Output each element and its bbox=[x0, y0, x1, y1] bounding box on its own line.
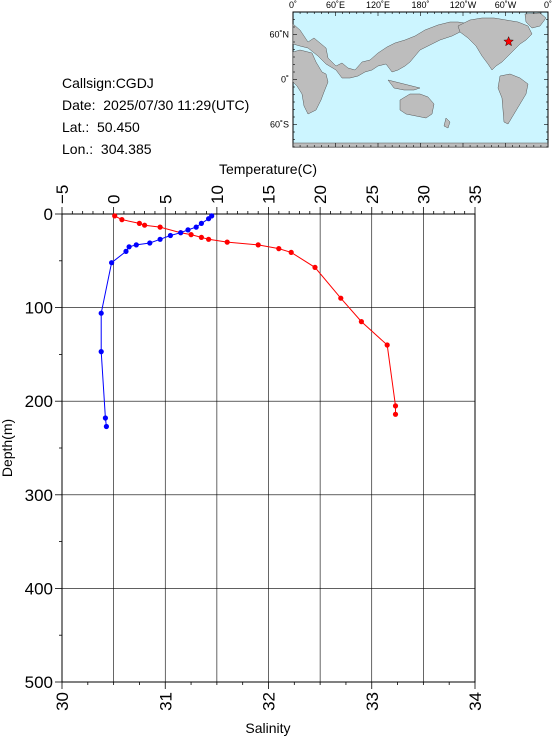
salinity-tick-label: 32 bbox=[260, 692, 279, 711]
lat-text: Lat.: 50.450 bbox=[62, 119, 140, 135]
axis-ticks bbox=[55, 207, 476, 689]
temperature-point bbox=[206, 236, 212, 242]
salinity-series bbox=[98, 213, 215, 430]
map-lon-label: 120˚E bbox=[366, 0, 390, 10]
temperature-point bbox=[288, 249, 294, 255]
map-lon-label: 60˚W bbox=[495, 0, 517, 10]
temperature-series bbox=[112, 213, 399, 417]
temperature-point bbox=[384, 342, 390, 348]
salinity-point bbox=[123, 248, 129, 254]
salinity-tick-label: 33 bbox=[363, 692, 382, 711]
salinity-point bbox=[206, 216, 212, 222]
land-indonesia bbox=[387, 79, 421, 91]
map-lat-label: 60˚N bbox=[269, 30, 289, 40]
land-newzealand bbox=[443, 117, 451, 129]
temperature-point bbox=[112, 213, 118, 219]
depth-tick-label: 100 bbox=[25, 299, 53, 318]
land-south-america bbox=[497, 73, 529, 125]
temperature-point bbox=[392, 403, 399, 409]
chart-grid bbox=[61, 213, 476, 683]
depth-tick-label: 500 bbox=[25, 673, 53, 692]
salinity-point bbox=[193, 224, 199, 230]
map-lon-label: 180˚ bbox=[411, 0, 429, 10]
callsign-text: Callsign:CGDJ bbox=[62, 75, 154, 91]
temperature-point bbox=[276, 246, 282, 252]
salinity-point bbox=[102, 415, 108, 421]
depth-tick-label: 300 bbox=[25, 486, 53, 505]
temperature-line bbox=[114, 215, 396, 415]
salinity-point bbox=[126, 244, 132, 250]
temperature-point bbox=[224, 239, 230, 245]
temperature-point bbox=[358, 319, 364, 325]
plot-frame bbox=[61, 213, 476, 683]
land-north-america bbox=[457, 17, 533, 71]
land-australia bbox=[399, 93, 435, 119]
salinity-point bbox=[198, 220, 204, 226]
salinity-tick-label: 34 bbox=[466, 692, 485, 711]
salinity-point bbox=[157, 236, 163, 242]
depth-tick-label: 400 bbox=[25, 579, 53, 598]
map-top-labels: 0˚ 60˚E 120˚E 180˚ 120˚W 60˚W 0˚ bbox=[289, 0, 552, 10]
map-lon-label: 0˚ bbox=[544, 0, 552, 10]
temperature-point bbox=[392, 411, 399, 417]
temperature-point bbox=[188, 232, 194, 238]
temperature-point bbox=[136, 220, 142, 226]
map-frame-ticks bbox=[292, 11, 549, 148]
land-greenland bbox=[524, 12, 547, 29]
temperature-point bbox=[142, 222, 148, 228]
station-info: Callsign:CGDJ Date: 2025/07/30 11:29(UTC… bbox=[62, 72, 249, 160]
salinity-point bbox=[103, 423, 109, 430]
salinity-point bbox=[147, 240, 153, 246]
data-series bbox=[98, 213, 399, 430]
star-icon bbox=[503, 36, 514, 47]
temperature-point bbox=[255, 242, 261, 248]
temperature-point bbox=[312, 264, 318, 270]
salinity-tick-label: 31 bbox=[156, 692, 175, 711]
map-lat-label: 60˚S bbox=[270, 120, 289, 130]
depth-axis-title: Depth(m) bbox=[0, 419, 15, 477]
salinity-point bbox=[98, 349, 104, 355]
map-lat-label: 0˚ bbox=[281, 75, 289, 85]
land-africa bbox=[292, 49, 329, 115]
salinity-axis-title: Salinity bbox=[245, 720, 290, 736]
temperature-point bbox=[198, 234, 204, 240]
lon-text: Lon.: 304.385 bbox=[62, 141, 152, 157]
map-lon-label: 120˚W bbox=[450, 0, 477, 10]
salinity-point bbox=[109, 260, 115, 266]
salinity-point bbox=[185, 227, 191, 233]
depth-tick-label: 0 bbox=[44, 205, 53, 224]
depth-tick-labels: 0 100 200 300 400 500 bbox=[25, 205, 53, 692]
salinity-point bbox=[133, 242, 139, 248]
salinity-line bbox=[100, 215, 213, 427]
date-text: Date: 2025/07/30 11:29(UTC) bbox=[62, 97, 250, 113]
map-lon-label: 0˚ bbox=[289, 0, 297, 10]
salinity-point bbox=[209, 213, 215, 219]
temperature-point bbox=[157, 224, 163, 230]
salinity-point bbox=[178, 230, 184, 236]
salinity-point bbox=[167, 232, 173, 239]
temperature-point bbox=[119, 217, 125, 223]
temperature-point bbox=[338, 295, 344, 301]
salinity-tick-label: 30 bbox=[53, 692, 72, 711]
map-lon-label: 60˚E bbox=[326, 0, 345, 10]
depth-tick-label: 200 bbox=[25, 392, 53, 411]
salinity-tick-labels: 30 31 32 33 34 bbox=[53, 692, 485, 711]
temperature-point bbox=[178, 230, 184, 236]
world-map: 0˚ 60˚E 120˚E 180˚ 120˚W 60˚W 0˚ 60˚N 0˚ 60˚S bbox=[269, 0, 552, 148]
salinity-point bbox=[98, 310, 104, 316]
map-left-labels: 60˚N 0˚ 60˚S bbox=[269, 30, 289, 130]
